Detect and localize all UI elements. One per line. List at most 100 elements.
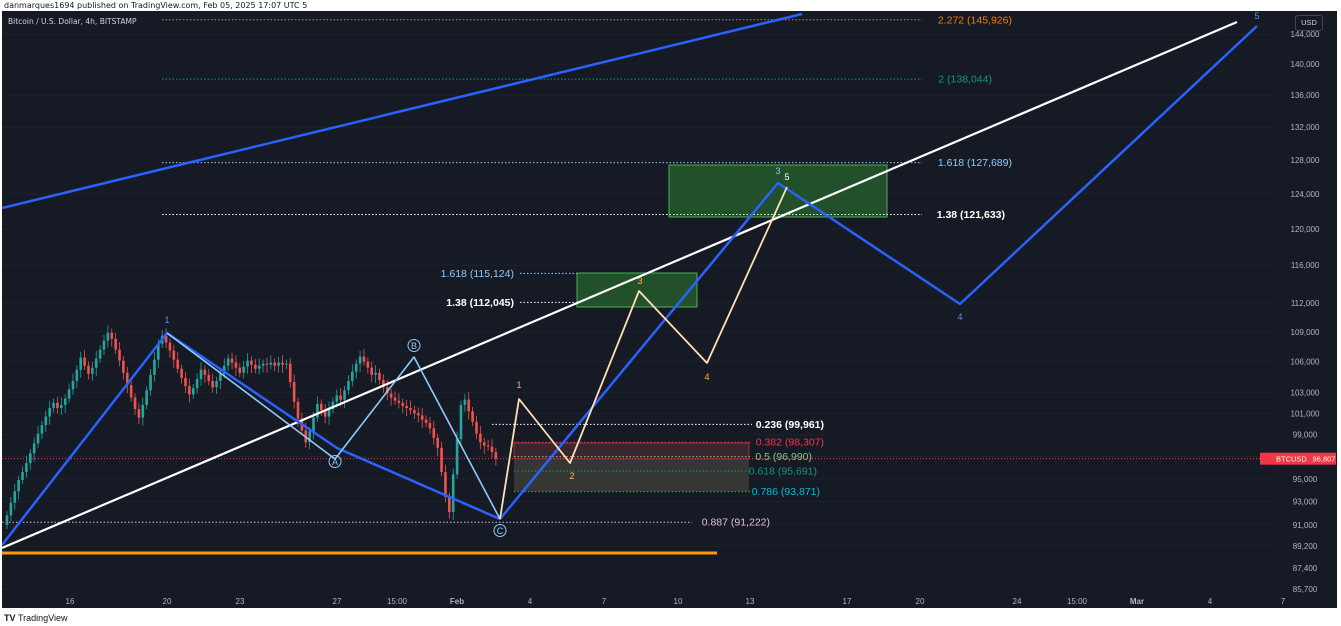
candle-body — [222, 365, 226, 374]
candle-body — [257, 365, 261, 369]
candle-body — [5, 515, 9, 525]
wave-label-light-3: 3 — [775, 166, 780, 176]
price-chart[interactable]: 2.272 (145,926) 2 (138,044) 1.618 (127,689… — [2, 11, 1337, 608]
y-tick-label: 99,000 — [1293, 431, 1318, 440]
candle-body — [401, 402, 405, 406]
price-axis[interactable]: 85,70087,40089,20091,00093,00095,00097,0… — [1260, 11, 1337, 594]
candle-body — [374, 372, 377, 375]
candle-body — [486, 445, 490, 447]
candle-body — [122, 360, 125, 373]
candle-body — [211, 380, 214, 388]
x-tick-label: 4 — [528, 597, 533, 606]
x-tick-label: Mar — [1130, 597, 1144, 606]
symbol-title: Bitcoin / U.S. Dollar, 4h, BITSTAMP — [8, 17, 137, 26]
wave-label-B-circle — [407, 339, 421, 352]
candle-body — [242, 366, 245, 373]
x-tick-label: 17 — [843, 597, 852, 606]
candle-body — [36, 433, 40, 444]
candle-body — [269, 362, 273, 365]
candle-body — [94, 358, 98, 368]
y-tick-label: 109,000 — [1291, 328, 1320, 337]
candle-body — [288, 363, 292, 383]
candle-body — [168, 342, 172, 351]
candle-body — [366, 361, 370, 368]
candle-body — [323, 410, 327, 417]
wave-drawings — [2, 12, 1258, 550]
currency-button[interactable]: USD — [1295, 15, 1323, 31]
time-axis-bg — [2, 594, 1337, 608]
candle-body — [471, 411, 474, 422]
y-tick-label: 140,000 — [1291, 60, 1320, 69]
wave-label-cream-2: 2 — [569, 471, 574, 481]
x-tick-label: 20 — [916, 597, 925, 606]
fib-label: 1.618 (127,689) — [938, 157, 1012, 169]
fib-label: 1.618 (115,124) — [441, 268, 514, 280]
fib-label: 0.618 (95,691) — [749, 466, 817, 478]
y-tick-label: 87,400 — [1293, 564, 1318, 573]
candle-body — [87, 365, 90, 374]
x-tick-label: 13 — [746, 597, 755, 606]
wave-label-A-circle — [328, 455, 342, 468]
candle-body — [172, 350, 176, 360]
candle-body — [203, 369, 207, 375]
candle-body — [133, 397, 137, 410]
candle-body — [331, 401, 335, 410]
candle-body — [494, 452, 498, 459]
candle-body — [199, 369, 203, 379]
candle-body — [215, 380, 218, 388]
candle-body — [114, 338, 117, 350]
chart-panel[interactable]: 2.272 (145,926) 2 (138,044) 1.618 (127,689… — [2, 11, 1337, 608]
candle-body — [424, 419, 428, 423]
time-axis[interactable]: 16 20 23 27 15:00 Feb 4 7 10 13 17 20 24 15:00 Mar 4 7 — [2, 594, 1337, 608]
candle-body — [405, 405, 408, 409]
wave-labels: 1 4 5 A B C 3 1 2 3 4 5 — [164, 11, 1260, 537]
channel-upper-line — [2, 12, 803, 210]
candle-body — [265, 363, 269, 365]
candles — [5, 325, 498, 530]
grid — [2, 33, 1272, 590]
candle-body — [285, 363, 288, 365]
candle-body — [125, 372, 129, 386]
x-tick-label: Feb — [450, 597, 464, 606]
candle-body — [250, 360, 253, 365]
candle-body — [382, 379, 385, 388]
impulse-wave — [499, 186, 788, 520]
candle-body — [129, 385, 133, 398]
candle-body — [184, 377, 187, 387]
wave-label-C-circle — [493, 524, 507, 537]
y-tick-label: 120,000 — [1291, 225, 1320, 234]
y-tick-label: 144,000 — [1291, 30, 1320, 39]
candle-body — [110, 332, 114, 339]
candle-body — [475, 421, 478, 434]
candle-body — [137, 409, 141, 418]
wave-label-cream-1: 1 — [516, 380, 521, 390]
candle-body — [17, 479, 20, 492]
fib-label: 1.38 (112,045) — [446, 297, 514, 309]
candle-body — [98, 349, 102, 359]
y-tick-label: 132,000 — [1291, 123, 1320, 132]
candle-body — [141, 404, 145, 418]
candle-body — [397, 400, 401, 403]
candle-body — [261, 363, 265, 366]
candle-body — [25, 463, 28, 473]
candle-body — [420, 415, 424, 420]
candle-body — [327, 409, 331, 417]
symbol-tag-bg — [1260, 452, 1276, 465]
y-tick-label: 124,000 — [1291, 190, 1320, 199]
fib-label: 0.786 (93,871) — [752, 486, 820, 498]
y-tick-label: 93,000 — [1293, 498, 1318, 507]
candle-body — [79, 357, 83, 370]
candle-body — [145, 390, 148, 405]
publish-info: danmarques1694 published on TradingView.… — [4, 1, 308, 10]
fib-label: 0.382 (98,307) — [756, 437, 824, 449]
candle-body — [292, 382, 296, 402]
candle-body — [207, 374, 211, 381]
x-tick-label: 23 — [236, 597, 245, 606]
price-tag-value: 96,807 — [1313, 455, 1336, 464]
retrace-zone-bottom — [514, 459, 749, 491]
candle-body — [56, 402, 59, 409]
candle-body — [467, 399, 471, 412]
x-tick-label: 4 — [1208, 597, 1213, 606]
candle-body — [319, 403, 323, 411]
candle-body — [479, 433, 482, 443]
